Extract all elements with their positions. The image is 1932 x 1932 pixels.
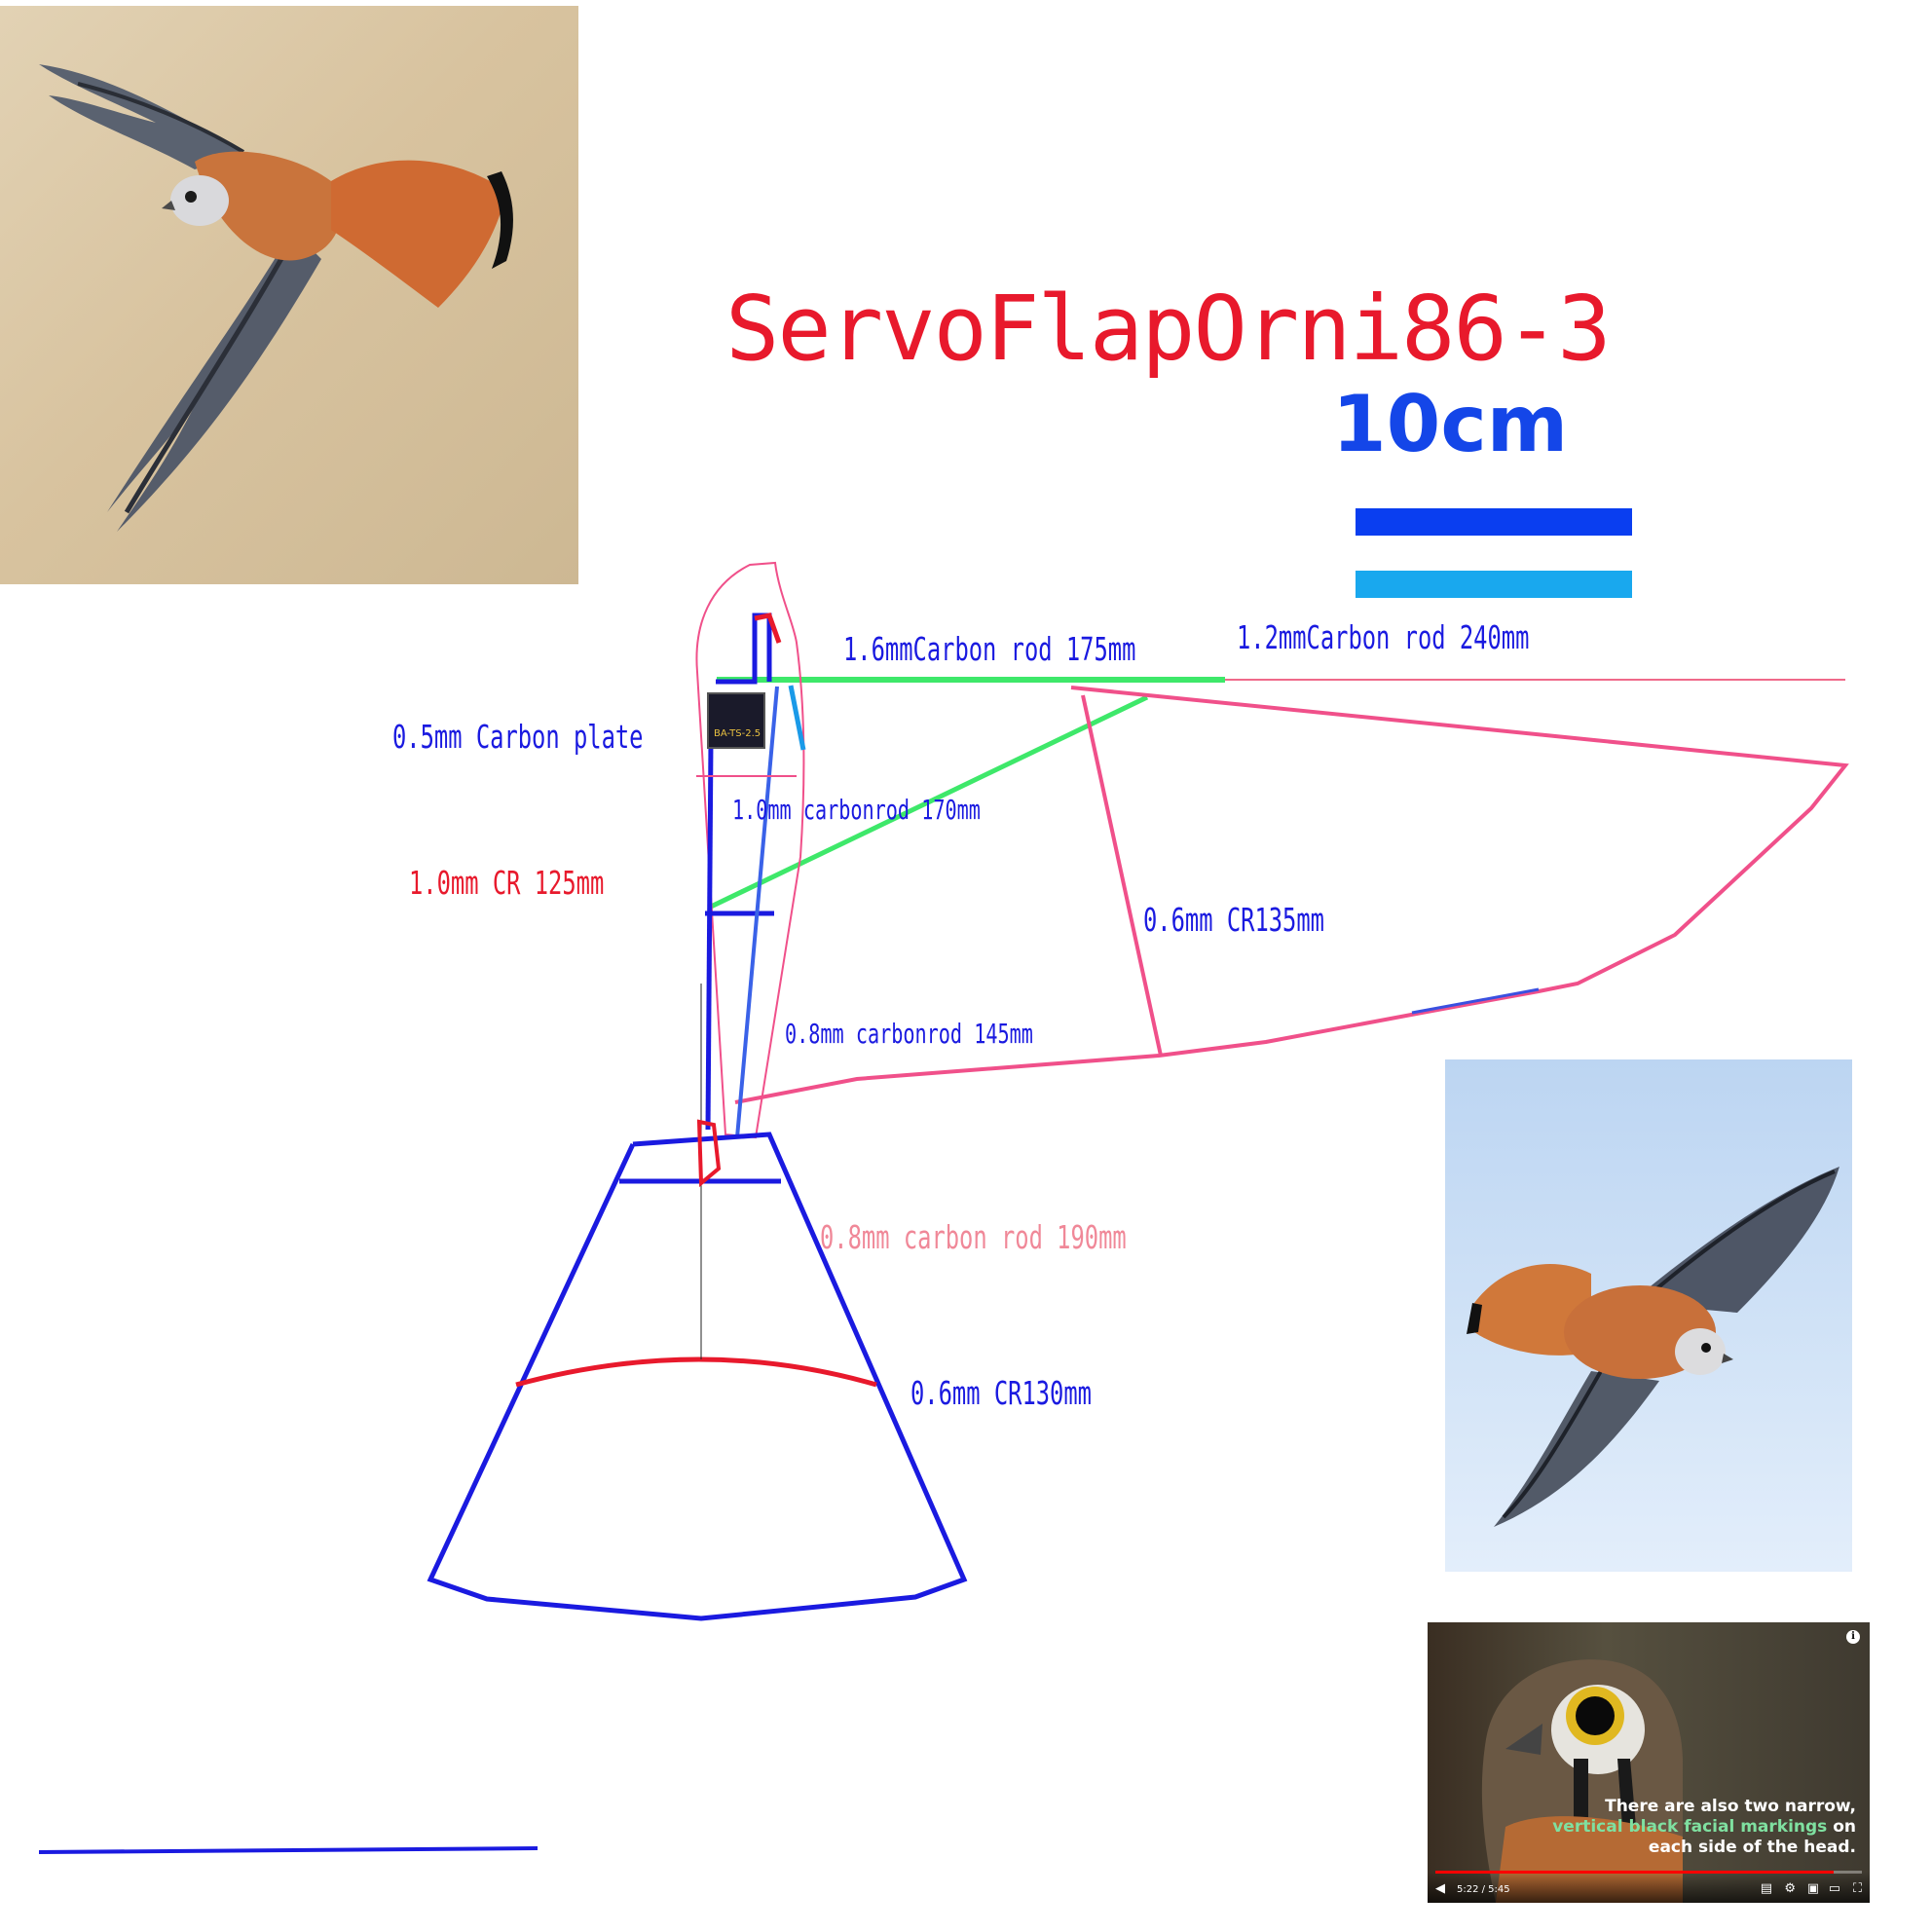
label-rod-10-170: 1.0mm carbonrod 170mm bbox=[732, 794, 981, 826]
video-time: 5:22 / 5:45 bbox=[1457, 1884, 1510, 1895]
label-cr-10-125: 1.0mm CR 125mm bbox=[409, 864, 605, 902]
scale-label: 10cm bbox=[1332, 379, 1569, 469]
label-cr-06-130: 0.6mm CR130mm bbox=[910, 1374, 1092, 1412]
fullscreen-icon[interactable]: ⛶ bbox=[1852, 1881, 1862, 1896]
label-cr-06-135: 0.6mm CR135mm bbox=[1143, 901, 1324, 939]
caption-line-3: each side of the head. bbox=[1648, 1838, 1856, 1857]
label-rod-08-190: 0.8mm carbon rod 190mm bbox=[820, 1218, 1127, 1256]
label-rod-08-145: 0.8mm carbonrod 145mm bbox=[785, 1018, 1033, 1050]
body-outline bbox=[695, 561, 805, 1139]
video-progress-fill bbox=[1435, 1871, 1835, 1874]
frame-vertical-left bbox=[705, 739, 714, 1131]
wing-spar-inner bbox=[1081, 694, 1163, 1057]
label-rod-16: 1.6mmCarbon rod 175mm bbox=[843, 630, 1136, 668]
frame-light-arm bbox=[788, 685, 806, 751]
caption-line-2-tail: on bbox=[1827, 1817, 1856, 1837]
tail-red-arc bbox=[515, 1356, 877, 1388]
tail-red-joint bbox=[696, 1119, 722, 1188]
green-rod-diagonal bbox=[707, 694, 1149, 910]
miniplayer-icon[interactable]: ▣ bbox=[1806, 1881, 1819, 1896]
servo-frame bbox=[716, 613, 772, 685]
frame-diagonal-right bbox=[735, 686, 779, 1138]
video-controls bbox=[1428, 1872, 1870, 1903]
volume-icon[interactable]: ◀ bbox=[1435, 1881, 1445, 1896]
label-plate-05: 0.5mm Carbon plate bbox=[392, 718, 644, 756]
wing-outline bbox=[734, 686, 1849, 1104]
info-icon[interactable]: i bbox=[1846, 1630, 1860, 1644]
label-rod-12: 1.2mmCarbon rod 240mm bbox=[1237, 618, 1530, 656]
settings-gear-icon[interactable]: ⚙ bbox=[1784, 1881, 1796, 1896]
captions-icon[interactable]: ▤ bbox=[1760, 1881, 1772, 1896]
video-player[interactable]: i There are also two narrow, vertical bl… bbox=[1428, 1622, 1870, 1903]
frame-red-hook bbox=[754, 613, 782, 644]
caption-line-2: vertical black facial markings on bbox=[1552, 1817, 1856, 1838]
bottom-left-line bbox=[38, 1846, 539, 1854]
caption-line-1: There are also two narrow, bbox=[1605, 1797, 1856, 1816]
servo bbox=[707, 692, 765, 749]
scale-bar-light bbox=[1356, 571, 1632, 598]
tail-frame bbox=[427, 1132, 968, 1621]
theater-icon[interactable]: ▭ bbox=[1828, 1881, 1840, 1896]
servo-label: BA-TS-2.5 bbox=[714, 728, 761, 739]
diagram-title: ServoFlapOrni86-3 bbox=[725, 277, 1612, 381]
kestrel-photo-right bbox=[1445, 1059, 1852, 1572]
wing-blue-accent bbox=[1411, 987, 1540, 1015]
video-progress-bar[interactable] bbox=[1435, 1871, 1862, 1874]
video-caption: There are also two narrow, vertical blac… bbox=[1552, 1797, 1856, 1858]
scale-bar-dark bbox=[1356, 508, 1632, 536]
caption-highlight: vertical black facial markings bbox=[1552, 1817, 1828, 1837]
kestrel-photo-top bbox=[0, 6, 578, 584]
